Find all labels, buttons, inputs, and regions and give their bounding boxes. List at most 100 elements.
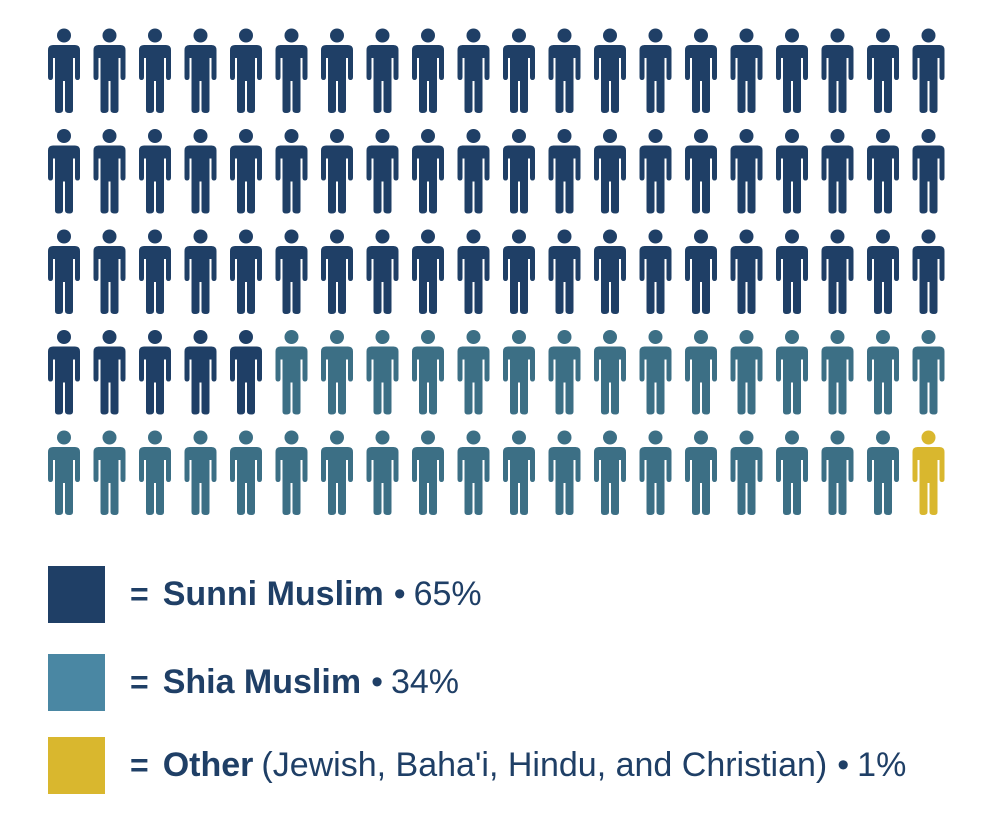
person-icon-sunni bbox=[184, 330, 217, 415]
person-icon-shia bbox=[275, 330, 308, 415]
legend-detail-other: (Jewish, Baha'i, Hindu, and Christian) bbox=[261, 745, 828, 784]
person-icon-sunni bbox=[412, 129, 444, 214]
person-icon-sunni bbox=[639, 229, 672, 314]
legend-item-sunni: = Sunni Muslim • 65% bbox=[48, 565, 482, 623]
legend-equals: = bbox=[130, 575, 149, 612]
person-icon-sunni bbox=[139, 129, 171, 214]
person-icon-sunni bbox=[685, 229, 717, 314]
person-icon-shia bbox=[366, 330, 399, 415]
person-icon-sunni bbox=[821, 28, 854, 113]
person-icon-shia bbox=[366, 430, 399, 515]
person-icon-sunni bbox=[867, 229, 899, 314]
person-icon-shia bbox=[867, 330, 899, 415]
person-icon-sunni bbox=[594, 129, 626, 214]
person-icon-shia bbox=[867, 430, 899, 515]
person-icon-sunni bbox=[685, 129, 717, 214]
pictogram-grid bbox=[48, 28, 945, 515]
person-icon-shia bbox=[548, 330, 581, 415]
person-icon-sunni bbox=[548, 229, 581, 314]
legend-value-sunni: 65% bbox=[413, 574, 482, 613]
person-icon-sunni bbox=[912, 28, 945, 113]
person-icon-shia bbox=[821, 330, 854, 415]
person-icon-sunni bbox=[48, 229, 80, 314]
person-icon-shia bbox=[821, 430, 854, 515]
person-icon-sunni bbox=[93, 28, 126, 113]
person-icon-sunni bbox=[184, 229, 217, 314]
legend-item-shia: = Shia Muslim • 34% bbox=[48, 653, 459, 711]
person-icon-sunni bbox=[139, 229, 171, 314]
person-icon-shia bbox=[503, 330, 535, 415]
person-icon-shia bbox=[321, 330, 353, 415]
legend-label-other: Other bbox=[162, 745, 254, 784]
person-icon-sunni bbox=[48, 28, 80, 113]
person-icon-shia bbox=[412, 430, 444, 515]
person-icon-sunni bbox=[184, 28, 217, 113]
person-icon-sunni bbox=[912, 129, 945, 214]
person-icon-sunni bbox=[366, 229, 399, 314]
person-icon-sunni bbox=[93, 129, 126, 214]
person-icon-shia bbox=[548, 430, 581, 515]
person-icon-sunni bbox=[139, 330, 171, 415]
person-icon-sunni bbox=[503, 28, 535, 113]
person-icon-shia bbox=[730, 330, 763, 415]
person-icon-sunni bbox=[321, 229, 353, 314]
person-icon-sunni bbox=[685, 28, 717, 113]
person-icon-shia bbox=[730, 430, 763, 515]
person-icon-shia bbox=[639, 330, 672, 415]
person-icon-sunni bbox=[821, 129, 854, 214]
person-icon-sunni bbox=[230, 229, 262, 314]
person-icon-sunni bbox=[48, 330, 80, 415]
person-icon-sunni bbox=[503, 229, 535, 314]
person-icon-sunni bbox=[412, 229, 444, 314]
person-icon-sunni bbox=[230, 28, 262, 113]
person-icon-shia bbox=[321, 430, 353, 515]
person-icon-shia bbox=[184, 430, 217, 515]
person-icon-shia bbox=[503, 430, 535, 515]
person-icon-sunni bbox=[594, 28, 626, 113]
person-icon-sunni bbox=[639, 129, 672, 214]
person-icon-shia bbox=[685, 430, 717, 515]
person-icon-sunni bbox=[912, 229, 945, 314]
person-icon-shia bbox=[48, 430, 80, 515]
person-icon-sunni bbox=[730, 28, 763, 113]
person-icon-shia bbox=[776, 430, 808, 515]
person-icon-sunni bbox=[821, 229, 854, 314]
legend-bullet: • bbox=[371, 662, 383, 701]
person-icon-sunni bbox=[93, 330, 126, 415]
person-icon-sunni bbox=[867, 129, 899, 214]
person-icon-shia bbox=[776, 330, 808, 415]
person-icon-other bbox=[912, 430, 945, 515]
person-icon-sunni bbox=[93, 229, 126, 314]
person-icon-sunni bbox=[366, 129, 399, 214]
person-icon-shia bbox=[457, 430, 490, 515]
person-icon-sunni bbox=[776, 229, 808, 314]
person-icon-shia bbox=[139, 430, 171, 515]
person-icon-sunni bbox=[321, 28, 353, 113]
person-icon-sunni bbox=[184, 129, 217, 214]
person-icon-sunni bbox=[139, 28, 171, 113]
legend-item-other: = Other (Jewish, Baha'i, Hindu, and Chri… bbox=[48, 736, 906, 794]
person-icon-sunni bbox=[548, 28, 581, 113]
person-icon-sunni bbox=[366, 28, 399, 113]
legend-value-shia: 34% bbox=[390, 662, 460, 701]
legend-label-shia: Shia Muslim bbox=[162, 662, 362, 701]
person-icon-sunni bbox=[412, 28, 444, 113]
person-icon-shia bbox=[912, 330, 945, 415]
legend-swatch-other bbox=[48, 736, 105, 794]
person-icon-sunni bbox=[457, 28, 490, 113]
person-icon-shia bbox=[639, 430, 672, 515]
person-icon-shia bbox=[412, 330, 444, 415]
legend-swatch-sunni bbox=[48, 565, 105, 623]
person-icon-shia bbox=[275, 430, 308, 515]
legend-bullet: • bbox=[837, 745, 850, 784]
person-icon-sunni bbox=[548, 129, 581, 214]
person-icon-sunni bbox=[48, 129, 80, 214]
legend-equals: = bbox=[130, 663, 149, 700]
person-icon-sunni bbox=[776, 28, 808, 113]
person-icon-sunni bbox=[503, 129, 535, 214]
person-icon-sunni bbox=[275, 28, 308, 113]
person-icon-sunni bbox=[594, 229, 626, 314]
person-icon-sunni bbox=[321, 129, 353, 214]
person-icon-shia bbox=[594, 330, 626, 415]
person-icon-sunni bbox=[776, 129, 808, 214]
